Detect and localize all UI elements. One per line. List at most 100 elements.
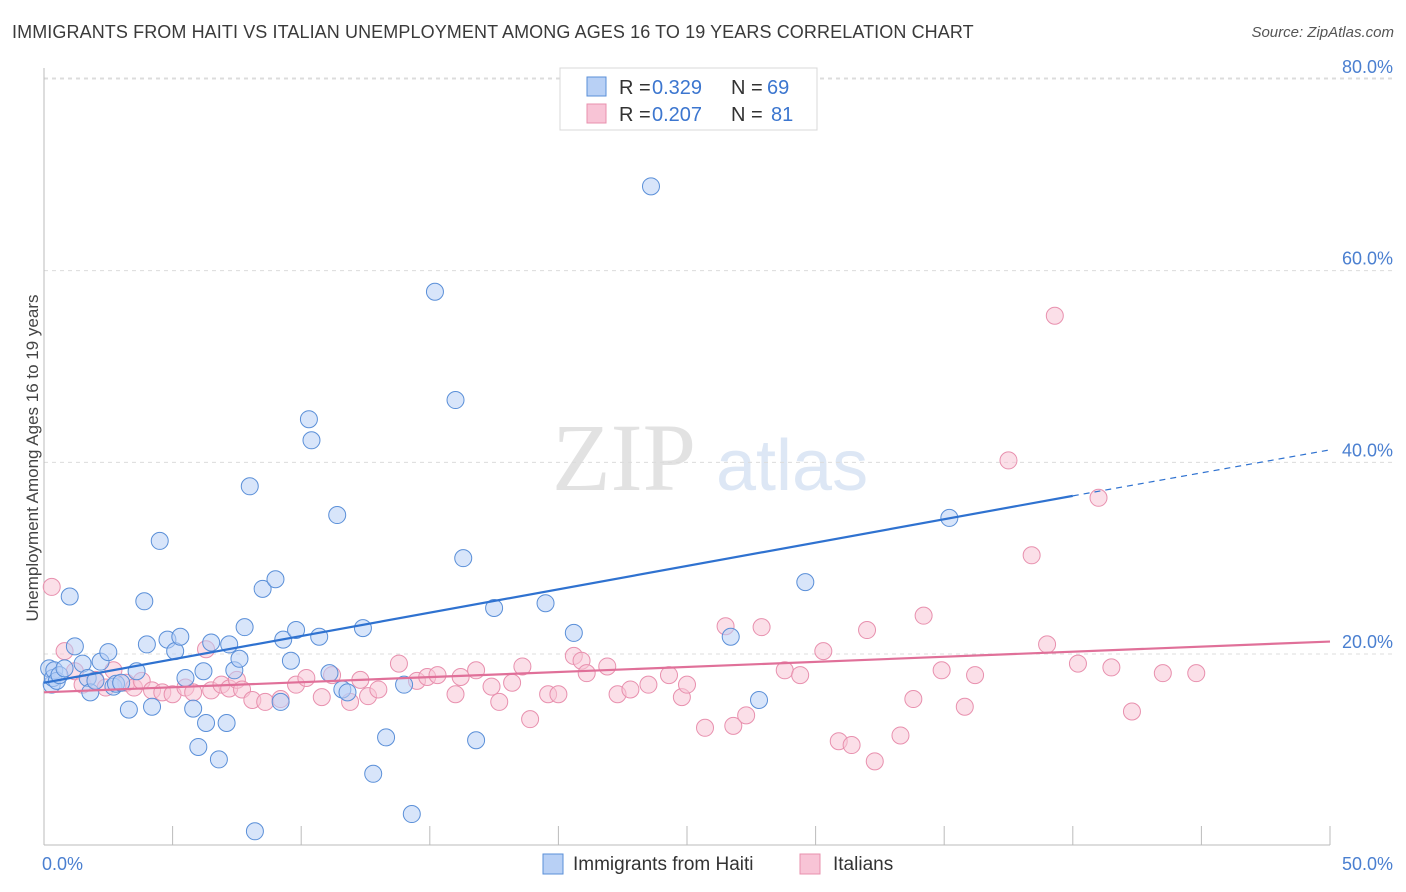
haiti-point xyxy=(209,750,228,769)
y-tick-label: 40.0% xyxy=(1342,440,1393,460)
haiti-point xyxy=(60,587,79,606)
haiti-point xyxy=(425,282,444,301)
italians-point xyxy=(999,451,1018,470)
italians-point xyxy=(490,692,509,711)
haiti-point xyxy=(721,627,740,646)
italians-point xyxy=(577,664,596,683)
haiti-point xyxy=(99,643,118,662)
italians-point xyxy=(737,706,756,725)
haiti-point xyxy=(287,621,306,640)
haiti-point xyxy=(253,579,272,598)
italians-point xyxy=(678,675,696,694)
y-tick-label: 80.0% xyxy=(1342,57,1393,77)
y-tick-label: 60.0% xyxy=(1342,249,1393,269)
legend-italians-n-value: 81 xyxy=(771,104,793,126)
x-tick-label-max: 50.0% xyxy=(1342,854,1393,874)
haiti-point xyxy=(119,700,138,719)
italians-point xyxy=(955,697,974,716)
legend-swatch-haiti xyxy=(586,76,607,97)
italians-point xyxy=(1102,658,1121,677)
legend-haiti-r-value: 0.329 xyxy=(652,77,702,99)
chart-title: IMMIGRANTS FROM HAITI VS ITALIAN UNEMPLO… xyxy=(12,22,974,42)
italians-points xyxy=(42,306,1206,771)
haiti-point xyxy=(202,633,221,652)
haiti-point xyxy=(230,649,249,668)
italians-point xyxy=(369,680,388,699)
y-tick-labels: 20.0% 40.0% 60.0% 80.0% xyxy=(1342,57,1393,652)
italians-point xyxy=(428,666,447,685)
haiti-point xyxy=(796,573,815,592)
italians-trend-line xyxy=(43,640,1331,694)
italians-point xyxy=(639,675,658,694)
haiti-point xyxy=(194,662,213,681)
haiti-point xyxy=(281,651,300,670)
haiti-trend-line xyxy=(43,494,1073,684)
x-tick-labels: 0.0% 50.0% xyxy=(42,854,1393,874)
italians-point xyxy=(621,680,640,699)
haiti-point xyxy=(217,714,236,732)
legend-haiti-r-label: R = xyxy=(619,77,651,99)
legend-haiti-n-value: 69 xyxy=(767,77,789,99)
italians-point xyxy=(549,685,568,704)
italians-point xyxy=(858,621,877,640)
legend-italians-n-label: N = xyxy=(731,104,763,126)
watermark-zip: ZIP xyxy=(552,404,696,511)
haiti-point xyxy=(328,506,347,525)
italians-point xyxy=(891,726,910,745)
haiti-point xyxy=(137,635,156,654)
haiti-point xyxy=(271,692,290,711)
legend-haiti-n-label: N = xyxy=(731,77,763,99)
watermark-atlas: atlas xyxy=(716,426,868,506)
italians-point xyxy=(752,618,771,637)
haiti-point xyxy=(266,570,285,589)
haiti-point xyxy=(143,697,162,716)
haiti-point xyxy=(302,431,321,450)
haiti-point xyxy=(176,668,195,687)
haiti-point xyxy=(197,714,216,732)
grid-lines xyxy=(44,77,1392,655)
haiti-point xyxy=(536,594,555,613)
haiti-point xyxy=(65,637,84,656)
italians-point xyxy=(1122,702,1141,721)
italians-point xyxy=(966,666,985,685)
italians-point xyxy=(482,677,501,696)
italians-point xyxy=(42,577,61,596)
italians-point xyxy=(312,688,331,707)
haiti-point xyxy=(750,691,769,709)
italians-point xyxy=(724,716,743,735)
haiti-point xyxy=(112,673,131,692)
bottom-legend-swatch-haiti xyxy=(542,853,564,875)
haiti-point xyxy=(245,822,264,841)
italians-point xyxy=(904,690,923,709)
legend-italians-r-value: 0.207 xyxy=(652,104,702,126)
italians-point xyxy=(696,718,715,737)
italians-point xyxy=(1038,635,1057,654)
axes xyxy=(43,68,1331,846)
haiti-point xyxy=(467,731,486,750)
italians-point xyxy=(1089,488,1108,507)
haiti-point xyxy=(235,618,254,637)
haiti-trend-extension xyxy=(1072,449,1331,497)
italians-point xyxy=(932,661,951,680)
haiti-point xyxy=(240,477,259,496)
italians-point xyxy=(256,692,275,711)
italians-point xyxy=(842,736,861,755)
haiti-point xyxy=(364,764,383,783)
italians-point xyxy=(1022,546,1041,565)
haiti-points xyxy=(40,177,959,841)
haiti-point xyxy=(377,728,396,747)
y-axis-label: Unemployment Among Ages 16 to 19 years xyxy=(23,295,42,622)
x-tick-label-min: 0.0% xyxy=(42,854,83,874)
haiti-point xyxy=(135,592,154,611)
italians-point xyxy=(865,752,884,771)
haiti-point xyxy=(454,549,473,568)
italians-point xyxy=(598,657,617,676)
italians-point xyxy=(297,668,316,687)
haiti-point xyxy=(299,410,318,429)
trend-lines xyxy=(43,449,1331,694)
bottom-legend-haiti: Immigrants from Haiti xyxy=(573,854,754,875)
haiti-point xyxy=(402,805,421,824)
haiti-point xyxy=(446,391,465,410)
italians-point xyxy=(1068,654,1087,673)
haiti-point xyxy=(320,664,339,683)
